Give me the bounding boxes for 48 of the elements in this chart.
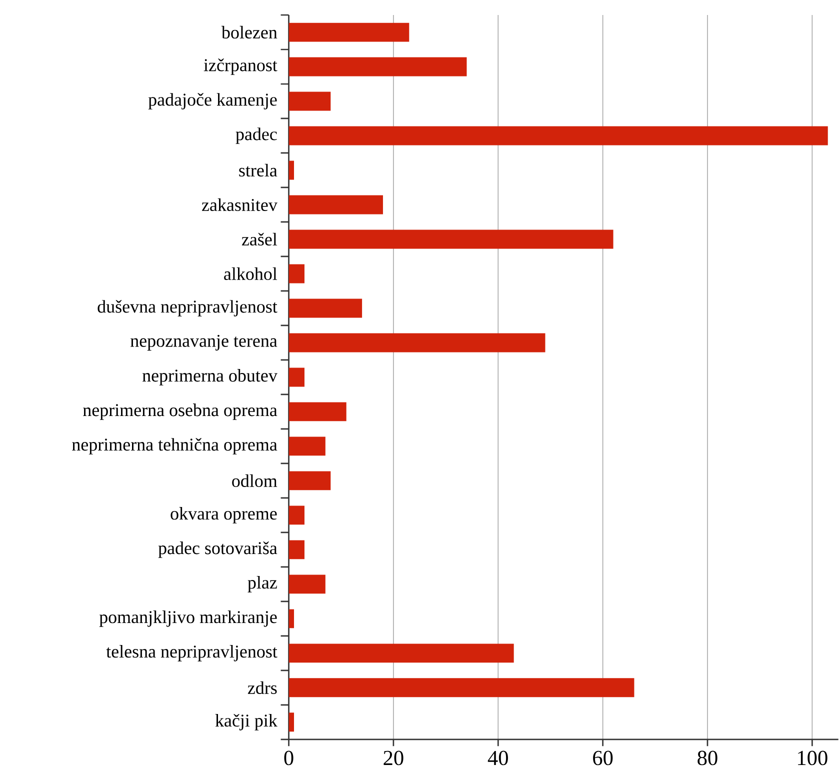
y-tick-label: zakasnitev <box>202 198 278 211</box>
bar <box>288 644 514 662</box>
bar <box>288 368 304 387</box>
x-tick-label: 20 <box>384 750 404 765</box>
y-tick-label: alkohol <box>224 267 278 280</box>
bar <box>288 436 326 456</box>
bar <box>288 678 634 697</box>
y-tick-label: padec sotovariša <box>158 541 278 558</box>
y-tick-label: bolezen <box>221 26 278 38</box>
y-tick-label: plaz <box>248 576 277 592</box>
y-tick-label: nepoznavanje terena <box>130 334 278 350</box>
y-tick-label: pomanjkljivo markiranje <box>99 610 277 627</box>
y-tick-label: padec <box>236 127 277 144</box>
bar <box>288 160 294 180</box>
y-tick-label: padajoče kamenje <box>148 92 277 110</box>
y-tick-label: okvara opreme <box>170 506 277 524</box>
x-tick-label: 0 <box>284 750 294 765</box>
y-tick-label: zašel <box>242 232 278 246</box>
bar <box>288 230 614 249</box>
x-tick-label: 80 <box>698 750 718 765</box>
bar <box>288 195 383 214</box>
bar <box>288 22 410 42</box>
bar <box>288 506 304 524</box>
bar <box>288 126 828 146</box>
y-tick-label: neprimerna tehnična oprema <box>72 438 278 454</box>
bar <box>288 402 346 421</box>
bar <box>288 264 304 284</box>
y-tick-label: izčrpanost <box>204 58 278 75</box>
x-tick-label: 100 <box>798 750 828 765</box>
bar <box>288 574 326 594</box>
y-tick-label: neprimerna obutev <box>142 368 278 386</box>
bar <box>288 333 546 352</box>
y-tick-label: neprimerna osebna oprema <box>83 403 278 420</box>
bar <box>288 298 362 318</box>
y-tick-label: strela <box>239 164 278 176</box>
x-tick-label: 40 <box>488 750 508 765</box>
bar <box>288 92 331 111</box>
bar <box>288 471 331 490</box>
y-tick-label: zdrs <box>248 681 277 694</box>
x-tick-label: 60 <box>593 750 613 765</box>
bar <box>288 609 294 628</box>
bar <box>288 712 294 732</box>
y-tick-label: duševna nepripravljenost <box>98 300 278 316</box>
bar <box>288 57 467 76</box>
bar <box>288 540 304 559</box>
y-tick-label: kačji pik <box>215 714 278 730</box>
y-tick-label: odlom <box>232 474 278 487</box>
y-tick-label: telesna nepripravljenost <box>106 644 278 662</box>
